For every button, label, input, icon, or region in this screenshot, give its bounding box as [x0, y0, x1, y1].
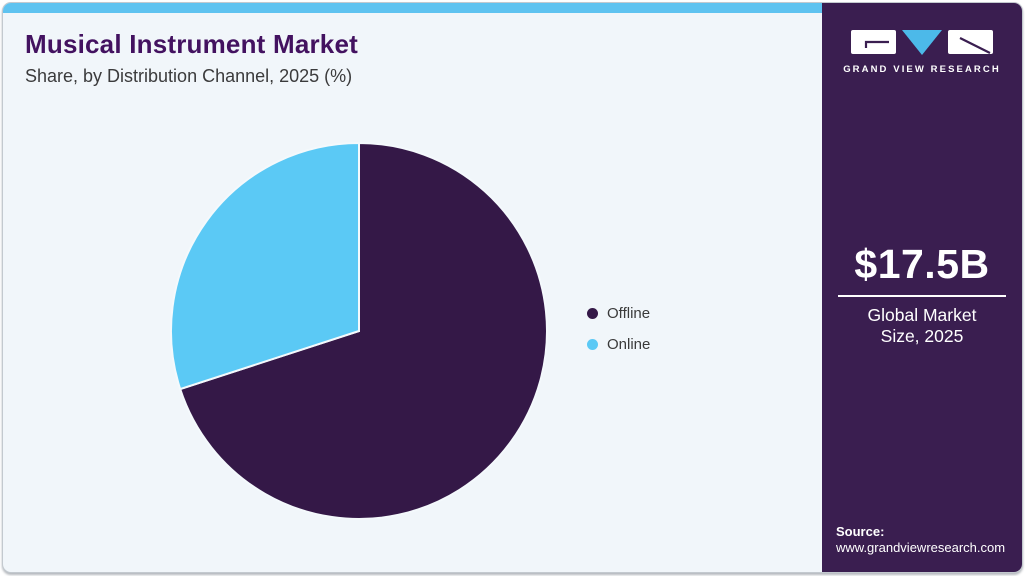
page-title: Musical Instrument Market	[25, 29, 358, 59]
sidebar: GRAND VIEW RESEARCH $17.5B Global Market…	[822, 3, 1022, 572]
logo-v-icon	[902, 30, 942, 55]
source-label: Source:	[836, 524, 885, 539]
logo-g-icon	[851, 30, 896, 54]
header: Musical Instrument Market Share, by Dist…	[25, 29, 358, 87]
top-accent-bar	[3, 3, 822, 13]
legend-label-offline: Offline	[607, 305, 651, 322]
gvr-logo-shapes	[822, 30, 1022, 55]
chart-panel: Musical Instrument Market Share, by Dist…	[3, 3, 822, 572]
legend-item-online: Online	[587, 335, 650, 354]
divider	[838, 295, 1006, 297]
gvr-logo: GRAND VIEW RESEARCH	[822, 30, 1022, 75]
pie-slice-offline	[178, 141, 548, 520]
market-size-block: $17.5B Global Market Size, 2025	[822, 241, 1022, 347]
source-url: www.grandviewresearch.com	[836, 540, 1006, 555]
logo-r-icon	[948, 30, 993, 54]
logo-wordmark: GRAND VIEW RESEARCH	[843, 64, 1001, 75]
market-size-value: $17.5B	[854, 241, 990, 287]
legend: Offline Online	[587, 304, 650, 366]
source-block: Source: www.grandviewresearch.com	[836, 524, 1005, 556]
legend-item-offline: Offline	[587, 304, 650, 323]
pie-chart	[170, 141, 548, 520]
market-size-label: Global Market Size, 2025	[867, 305, 977, 346]
legend-swatch-offline-icon	[587, 308, 598, 319]
legend-label-online: Online	[607, 336, 651, 353]
pie-slice-online	[170, 141, 360, 391]
page-subtitle: Share, by Distribution Channel, 2025 (%)	[25, 66, 353, 86]
legend-swatch-online-icon	[587, 339, 598, 350]
